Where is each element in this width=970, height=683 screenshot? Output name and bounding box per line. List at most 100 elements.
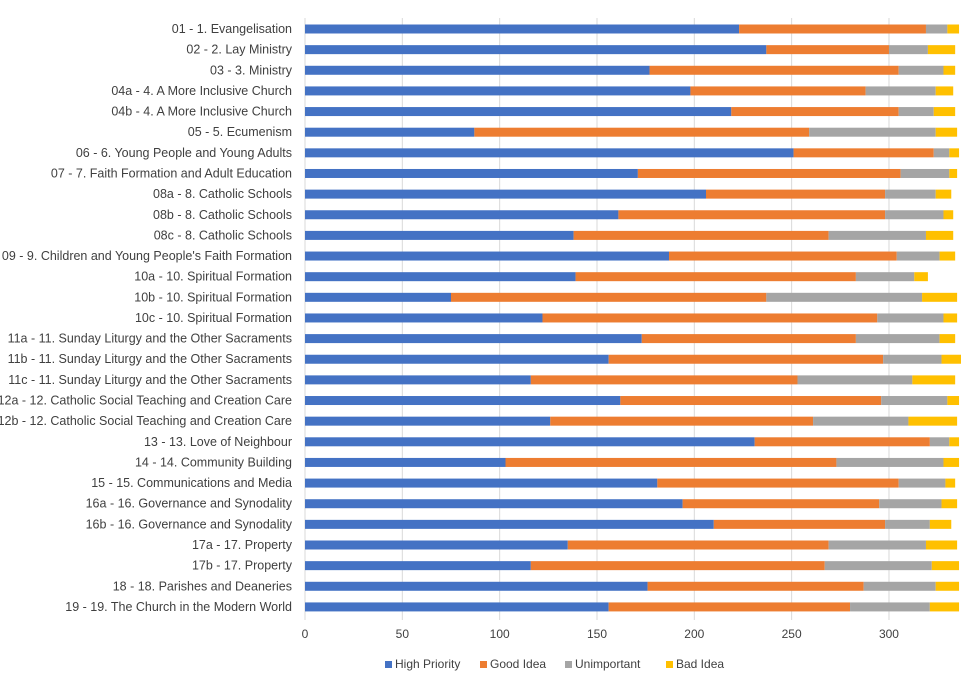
bar-segment-good-idea — [620, 396, 882, 406]
bar-segment-bad-idea — [925, 230, 954, 240]
legend-label: Unimportant — [575, 657, 641, 671]
bar-segment-good-idea — [669, 251, 897, 261]
bar-segment-bad-idea — [927, 45, 956, 55]
bar-segment-bad-idea — [949, 168, 958, 178]
bar-segment-bad-idea — [941, 499, 958, 509]
bar-segment-unimportant — [766, 292, 923, 302]
bar-segment-good-idea — [637, 168, 901, 178]
bar-segment-bad-idea — [939, 334, 956, 344]
bar-segment-high-priority — [305, 561, 531, 571]
bar-segment-good-idea — [731, 107, 899, 117]
bar-segment-high-priority — [305, 457, 506, 467]
category-label: 12b - 12. Catholic Social Teaching and C… — [0, 414, 292, 428]
bar-segment-unimportant — [888, 45, 928, 55]
bar-segment-bad-idea — [922, 292, 958, 302]
category-label: 15 - 15. Communications and Media — [91, 476, 292, 490]
bar-segment-high-priority — [305, 45, 767, 55]
category-label: 13 - 13. Love of Neighbour — [144, 435, 292, 449]
bar-segment-high-priority — [305, 602, 609, 612]
category-label: 16b - 16. Governance and Synodality — [86, 517, 293, 531]
bar-segment-good-idea — [530, 375, 798, 385]
x-tick-label: 0 — [302, 627, 309, 641]
bar-segment-high-priority — [305, 272, 576, 282]
bar-segment-high-priority — [305, 210, 619, 220]
bar-segment-good-idea — [754, 437, 930, 447]
bar-segment-bad-idea — [943, 65, 956, 75]
bar-segment-bad-idea — [931, 561, 960, 571]
category-label: 08b - 8. Catholic Schools — [153, 208, 292, 222]
bar-segment-unimportant — [863, 581, 936, 591]
bar-segment-bad-idea — [925, 540, 958, 550]
bar-segment-high-priority — [305, 437, 755, 447]
bar-segment-good-idea — [474, 127, 810, 137]
bar-segment-bad-idea — [943, 313, 958, 323]
category-label: 17b - 17. Property — [192, 559, 293, 573]
bar-segment-high-priority — [305, 540, 568, 550]
bar-segment-bad-idea — [943, 210, 954, 220]
bar-segment-bad-idea — [933, 107, 956, 117]
bar-segment-high-priority — [305, 65, 650, 75]
bar-segment-high-priority — [305, 478, 658, 488]
category-label: 18 - 18. Parishes and Deaneries — [113, 579, 292, 593]
bar-segment-bad-idea — [935, 189, 952, 199]
bar-segment-unimportant — [877, 313, 944, 323]
legend-swatch — [385, 661, 392, 668]
bar-segment-bad-idea — [908, 416, 958, 426]
bar-segment-bad-idea — [949, 148, 960, 158]
category-label: 16a - 16. Governance and Synodality — [86, 497, 293, 511]
category-label: 07 - 7. Faith Formation and Adult Educat… — [51, 166, 292, 180]
bar-segment-high-priority — [305, 251, 670, 261]
bar-segment-good-idea — [567, 540, 829, 550]
legend-label: Good Idea — [490, 657, 546, 671]
bar-segment-unimportant — [828, 540, 926, 550]
bar-segment-good-idea — [608, 602, 851, 612]
x-tick-label: 100 — [490, 627, 510, 641]
category-label: 03 - 3. Ministry — [210, 63, 293, 77]
category-label: 05 - 5. Ecumenism — [188, 125, 292, 139]
category-label: 12a - 12. Catholic Social Teaching and C… — [0, 394, 292, 408]
bar-segment-good-idea — [573, 230, 829, 240]
bar-segment-bad-idea — [935, 127, 958, 137]
bar-segment-unimportant — [879, 499, 942, 509]
bar-segment-unimportant — [933, 148, 950, 158]
legend: High Priority Good Idea Unimportant Bad Ide… — [385, 657, 724, 671]
bar-segment-bad-idea — [945, 478, 956, 488]
bar-segment-unimportant — [898, 107, 934, 117]
bar-segment-unimportant — [824, 561, 932, 571]
legend-swatch — [480, 661, 487, 668]
bar-segment-high-priority — [305, 354, 609, 364]
bar-segment-high-priority — [305, 519, 714, 529]
bar-segment-unimportant — [809, 127, 936, 137]
bar-segment-high-priority — [305, 292, 451, 302]
bar-segment-high-priority — [305, 375, 531, 385]
bar-segment-unimportant — [813, 416, 909, 426]
bars — [305, 24, 961, 612]
bar-segment-bad-idea — [941, 354, 961, 364]
bar-segment-high-priority — [305, 127, 475, 137]
bar-segment-unimportant — [850, 602, 930, 612]
bar-segment-high-priority — [305, 86, 691, 96]
x-tick-label: 150 — [587, 627, 607, 641]
bar-segment-high-priority — [305, 230, 574, 240]
category-label: 04a - 4. A More Inclusive Church — [111, 84, 292, 98]
bar-segment-unimportant — [900, 168, 950, 178]
bar-segment-unimportant — [883, 354, 942, 364]
legend-swatch — [666, 661, 673, 668]
legend-item: High Priority — [385, 657, 460, 671]
bar-segment-bad-idea — [914, 272, 928, 282]
x-tick-label: 300 — [879, 627, 899, 641]
bar-segment-good-idea — [550, 416, 814, 426]
bar-segment-unimportant — [828, 230, 926, 240]
legend-swatch — [565, 661, 572, 668]
bar-segment-unimportant — [885, 519, 930, 529]
category-label: 17a - 17. Property — [192, 538, 293, 552]
category-label: 01 - 1. Evangelisation — [172, 22, 292, 36]
legend-label: Bad Idea — [676, 657, 724, 671]
bar-segment-high-priority — [305, 581, 648, 591]
bar-segment-bad-idea — [935, 86, 954, 96]
x-axis-ticks: 0 50 100 150 200 250 300 — [302, 627, 900, 641]
bar-segment-high-priority — [305, 107, 732, 117]
bar-segment-good-idea — [766, 45, 889, 55]
bar-segment-good-idea — [739, 24, 926, 34]
bar-segment-high-priority — [305, 334, 642, 344]
